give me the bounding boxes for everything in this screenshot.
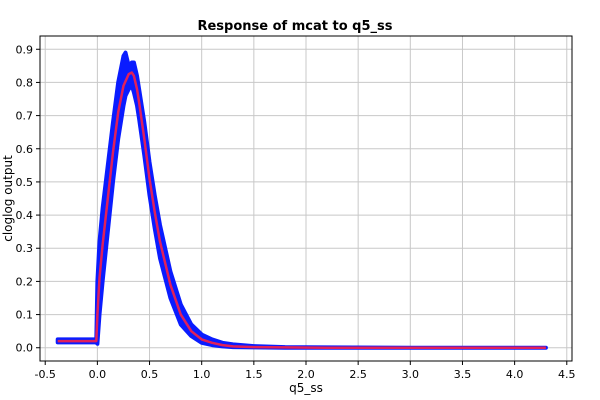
y-tick-label: 0.6: [16, 143, 34, 156]
y-axis-title: cloglog output: [1, 155, 15, 242]
x-tick-label: 2.0: [297, 368, 315, 381]
x-tick-label: 1.0: [193, 368, 211, 381]
x-tick-label: 3.5: [454, 368, 472, 381]
chart-title: Response of mcat to q5_ss: [197, 19, 392, 34]
x-tick-label: -0.5: [34, 368, 55, 381]
x-tick-label: 3.0: [402, 368, 420, 381]
y-tick-label: 0.4: [16, 209, 34, 222]
y-tick-label: 0.0: [16, 342, 34, 355]
x-tick-label: 0.0: [89, 368, 107, 381]
x-tick-label: 1.5: [245, 368, 263, 381]
x-tick-label: 0.5: [141, 368, 159, 381]
plot-layer: [55, 50, 548, 350]
y-tick-label: 0.2: [16, 275, 34, 288]
y-tick-label: 0.1: [16, 309, 34, 322]
y-tick-label: 0.8: [16, 76, 34, 89]
x-axis-title: q5_ss: [289, 381, 323, 395]
y-tick-label: 0.3: [16, 242, 34, 255]
y-tick-label: 0.7: [16, 110, 34, 123]
y-tick-label: 0.9: [16, 43, 34, 56]
response-band: [55, 50, 548, 350]
grid-layer: [40, 36, 572, 361]
x-tick-label: 2.5: [349, 368, 367, 381]
tick-layer: -0.5 0.0 0.5 1.0 1.5 2.0 2.5 3.0 3.5 4.0 4.50.00.1…: [16, 43, 576, 381]
mean-response-line: [57, 71, 546, 349]
y-tick-label: 0.5: [16, 176, 34, 189]
x-tick-label: 4.5: [558, 368, 576, 381]
x-tick-label: 4.0: [506, 368, 524, 381]
